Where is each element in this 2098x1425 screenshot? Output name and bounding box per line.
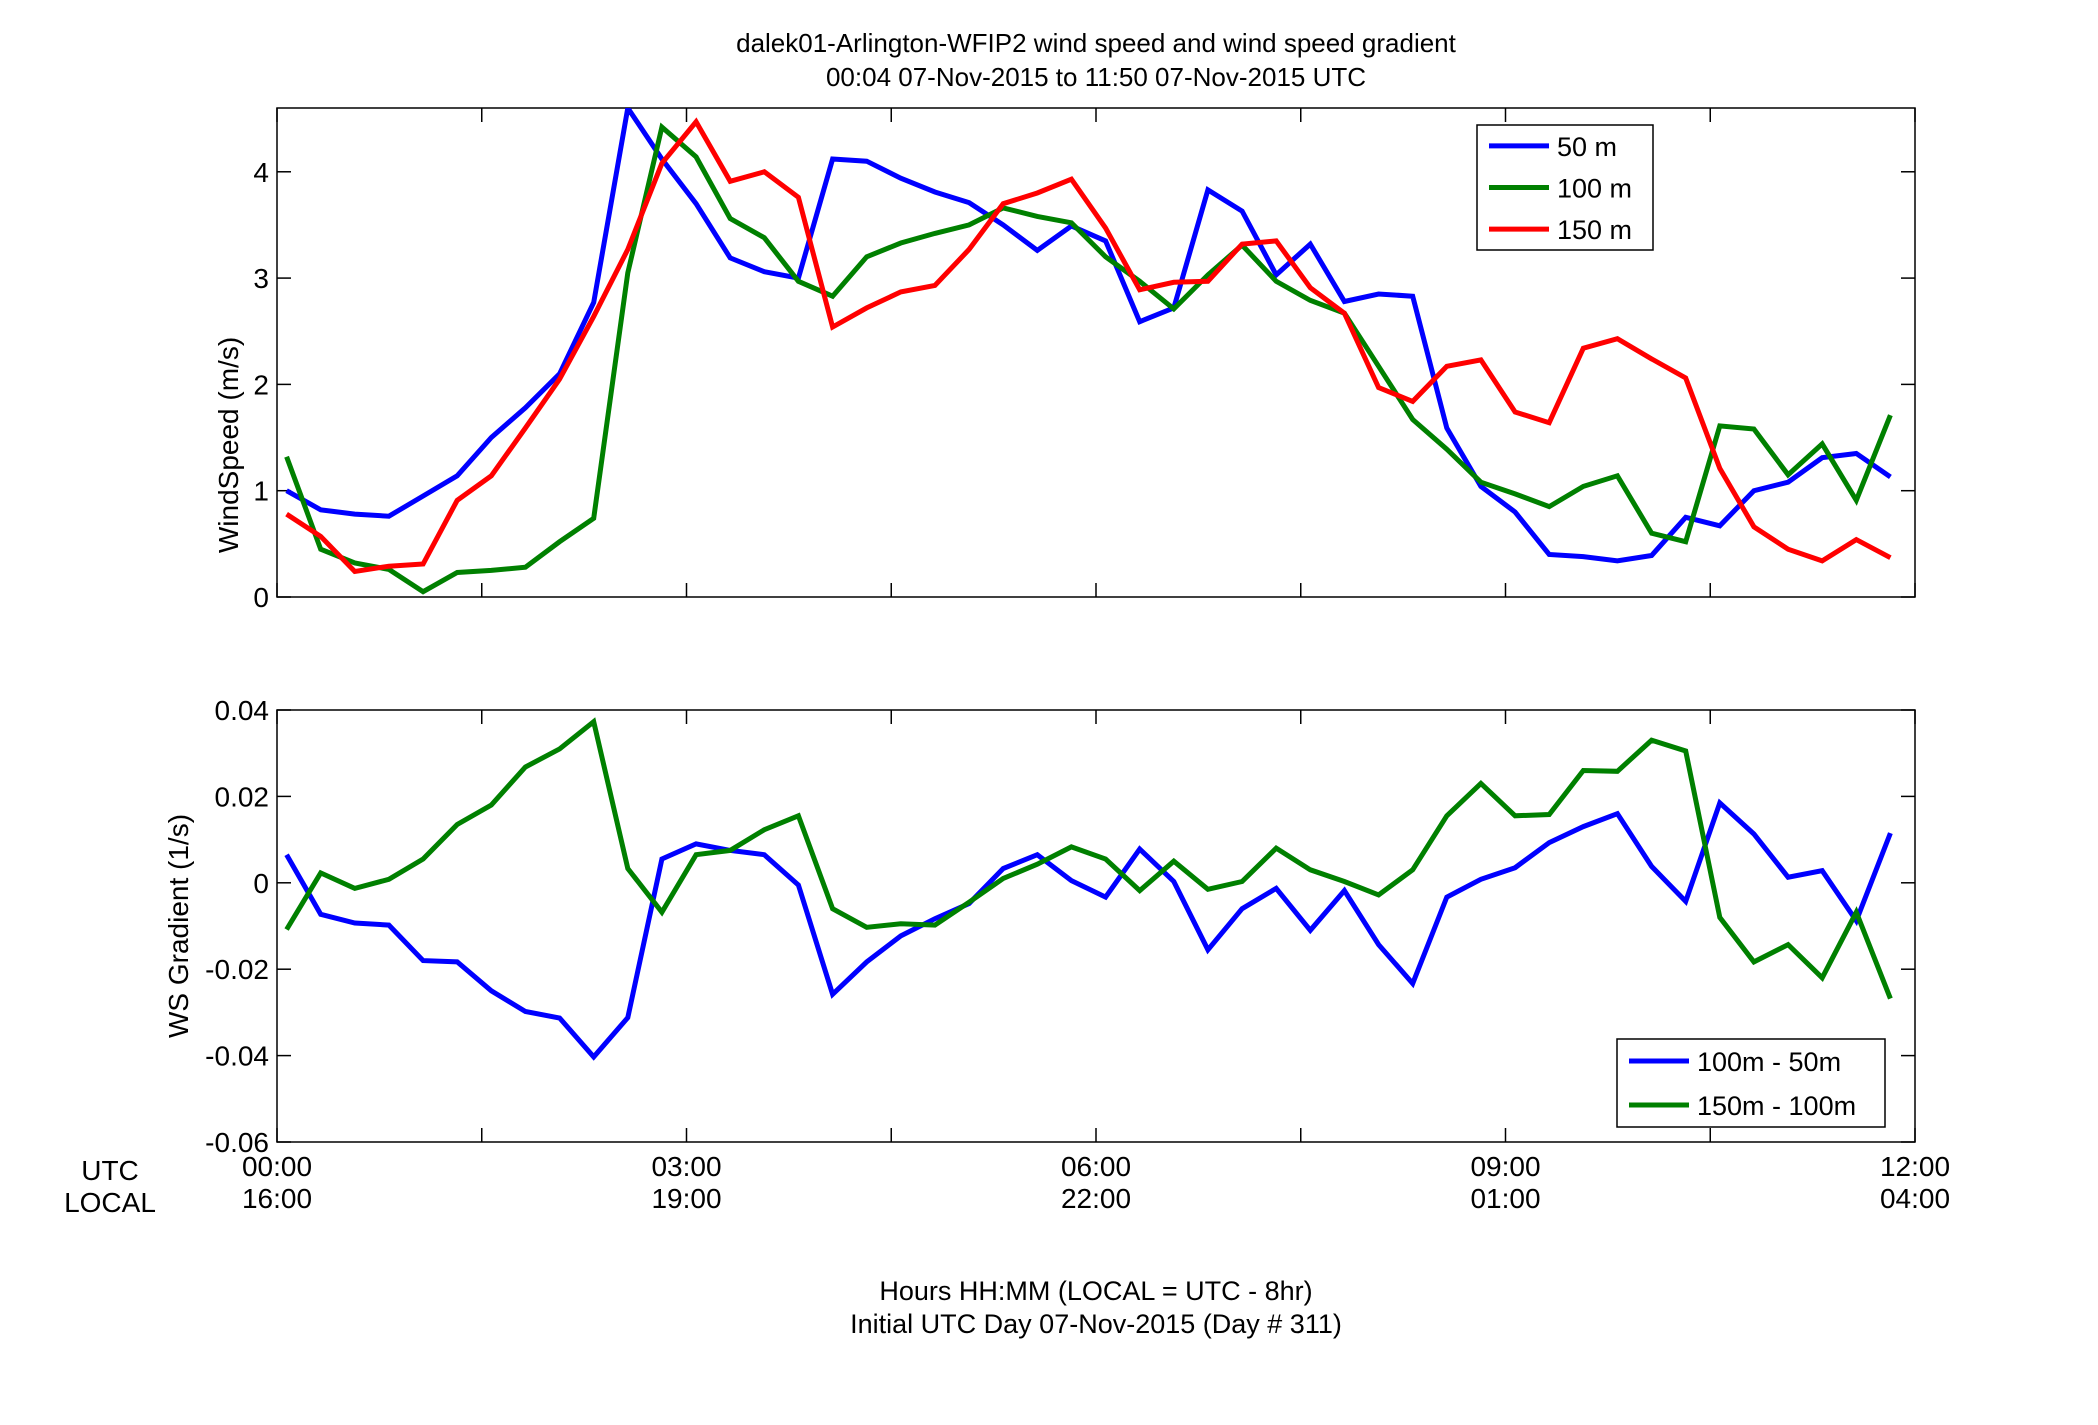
y-tick-label: 0 <box>253 868 269 899</box>
y-tick-label: 2 <box>253 369 269 400</box>
x-axis-label-line2: Initial UTC Day 07-Nov-2015 (Day # 311) <box>850 1309 1342 1339</box>
y-axis-label: WindSpeed (m/s) <box>213 337 244 553</box>
y-tick-label: 0.04 <box>215 695 270 726</box>
legend: 100m - 50m 150m - 100m <box>1616 1038 1886 1128</box>
series-line-100-m <box>284 122 1893 595</box>
y-tick-label: 3 <box>253 263 269 294</box>
x-tick-label-local: 04:00 <box>1880 1183 1950 1214</box>
x-tick-label-utc: 06:00 <box>1061 1151 1131 1182</box>
legend-label: 100 m <box>1557 174 1632 204</box>
legend-label: 150m - 100m <box>1697 1091 1856 1121</box>
chart-title-line2: 00:04 07-Nov-2015 to 11:50 07-Nov-2015 U… <box>826 62 1366 92</box>
series-line-50-m <box>285 108 1892 564</box>
x-tick-label-utc: 00:00 <box>242 1151 312 1182</box>
local-row-label: LOCAL <box>64 1187 156 1218</box>
x-axis-label-line1: Hours HH:MM (LOCAL = UTC - 8hr) <box>879 1276 1312 1306</box>
x-tick-label-local: 16:00 <box>242 1183 312 1214</box>
legend-label: 50 m <box>1557 132 1617 162</box>
x-tick-label-local: 01:00 <box>1470 1183 1540 1214</box>
y-tick-label: -0.04 <box>205 1041 269 1072</box>
wind-gradient-panel: -0.06 -0.04 -0.02 0 0.02 0.04 WS Gradient (1/s… <box>163 695 1916 1158</box>
x-tick-label-utc: 03:00 <box>651 1151 721 1182</box>
wind-speed-panel: 0 1 2 3 4 WindSpeed (m/s) 50 m 100 m 150 m <box>213 107 1916 613</box>
x-tick-label-utc: 09:00 <box>1470 1151 1540 1182</box>
legend: 50 m 100 m 150 m <box>1476 124 1654 251</box>
x-tick-label-local: 19:00 <box>651 1183 721 1214</box>
legend-box <box>1616 1038 1886 1128</box>
legend-label: 150 m <box>1557 215 1632 245</box>
utc-row-label: UTC <box>81 1155 139 1186</box>
series-line-150-m <box>285 117 1892 575</box>
series-line-150m-100m <box>284 717 1893 1000</box>
y-tick-label: 4 <box>253 157 269 188</box>
x-tick-label-local: 22:00 <box>1061 1183 1131 1214</box>
chart-title-line1: dalek01-Arlington-WFIP2 wind speed and w… <box>736 28 1457 58</box>
y-tick-label: -0.02 <box>205 954 269 985</box>
y-tick-label: 1 <box>253 476 269 507</box>
y-axis-label: WS Gradient (1/s) <box>163 814 194 1038</box>
y-tick-label: 0 <box>253 582 269 613</box>
y-tick-label: 0.02 <box>215 781 270 812</box>
y-tick-label: -0.06 <box>205 1127 269 1158</box>
legend-label: 100m - 50m <box>1697 1047 1841 1077</box>
x-tick-label-utc: 12:00 <box>1880 1151 1950 1182</box>
plot-area-frame <box>276 107 1916 598</box>
series-line-100m-50m <box>284 798 1893 1061</box>
